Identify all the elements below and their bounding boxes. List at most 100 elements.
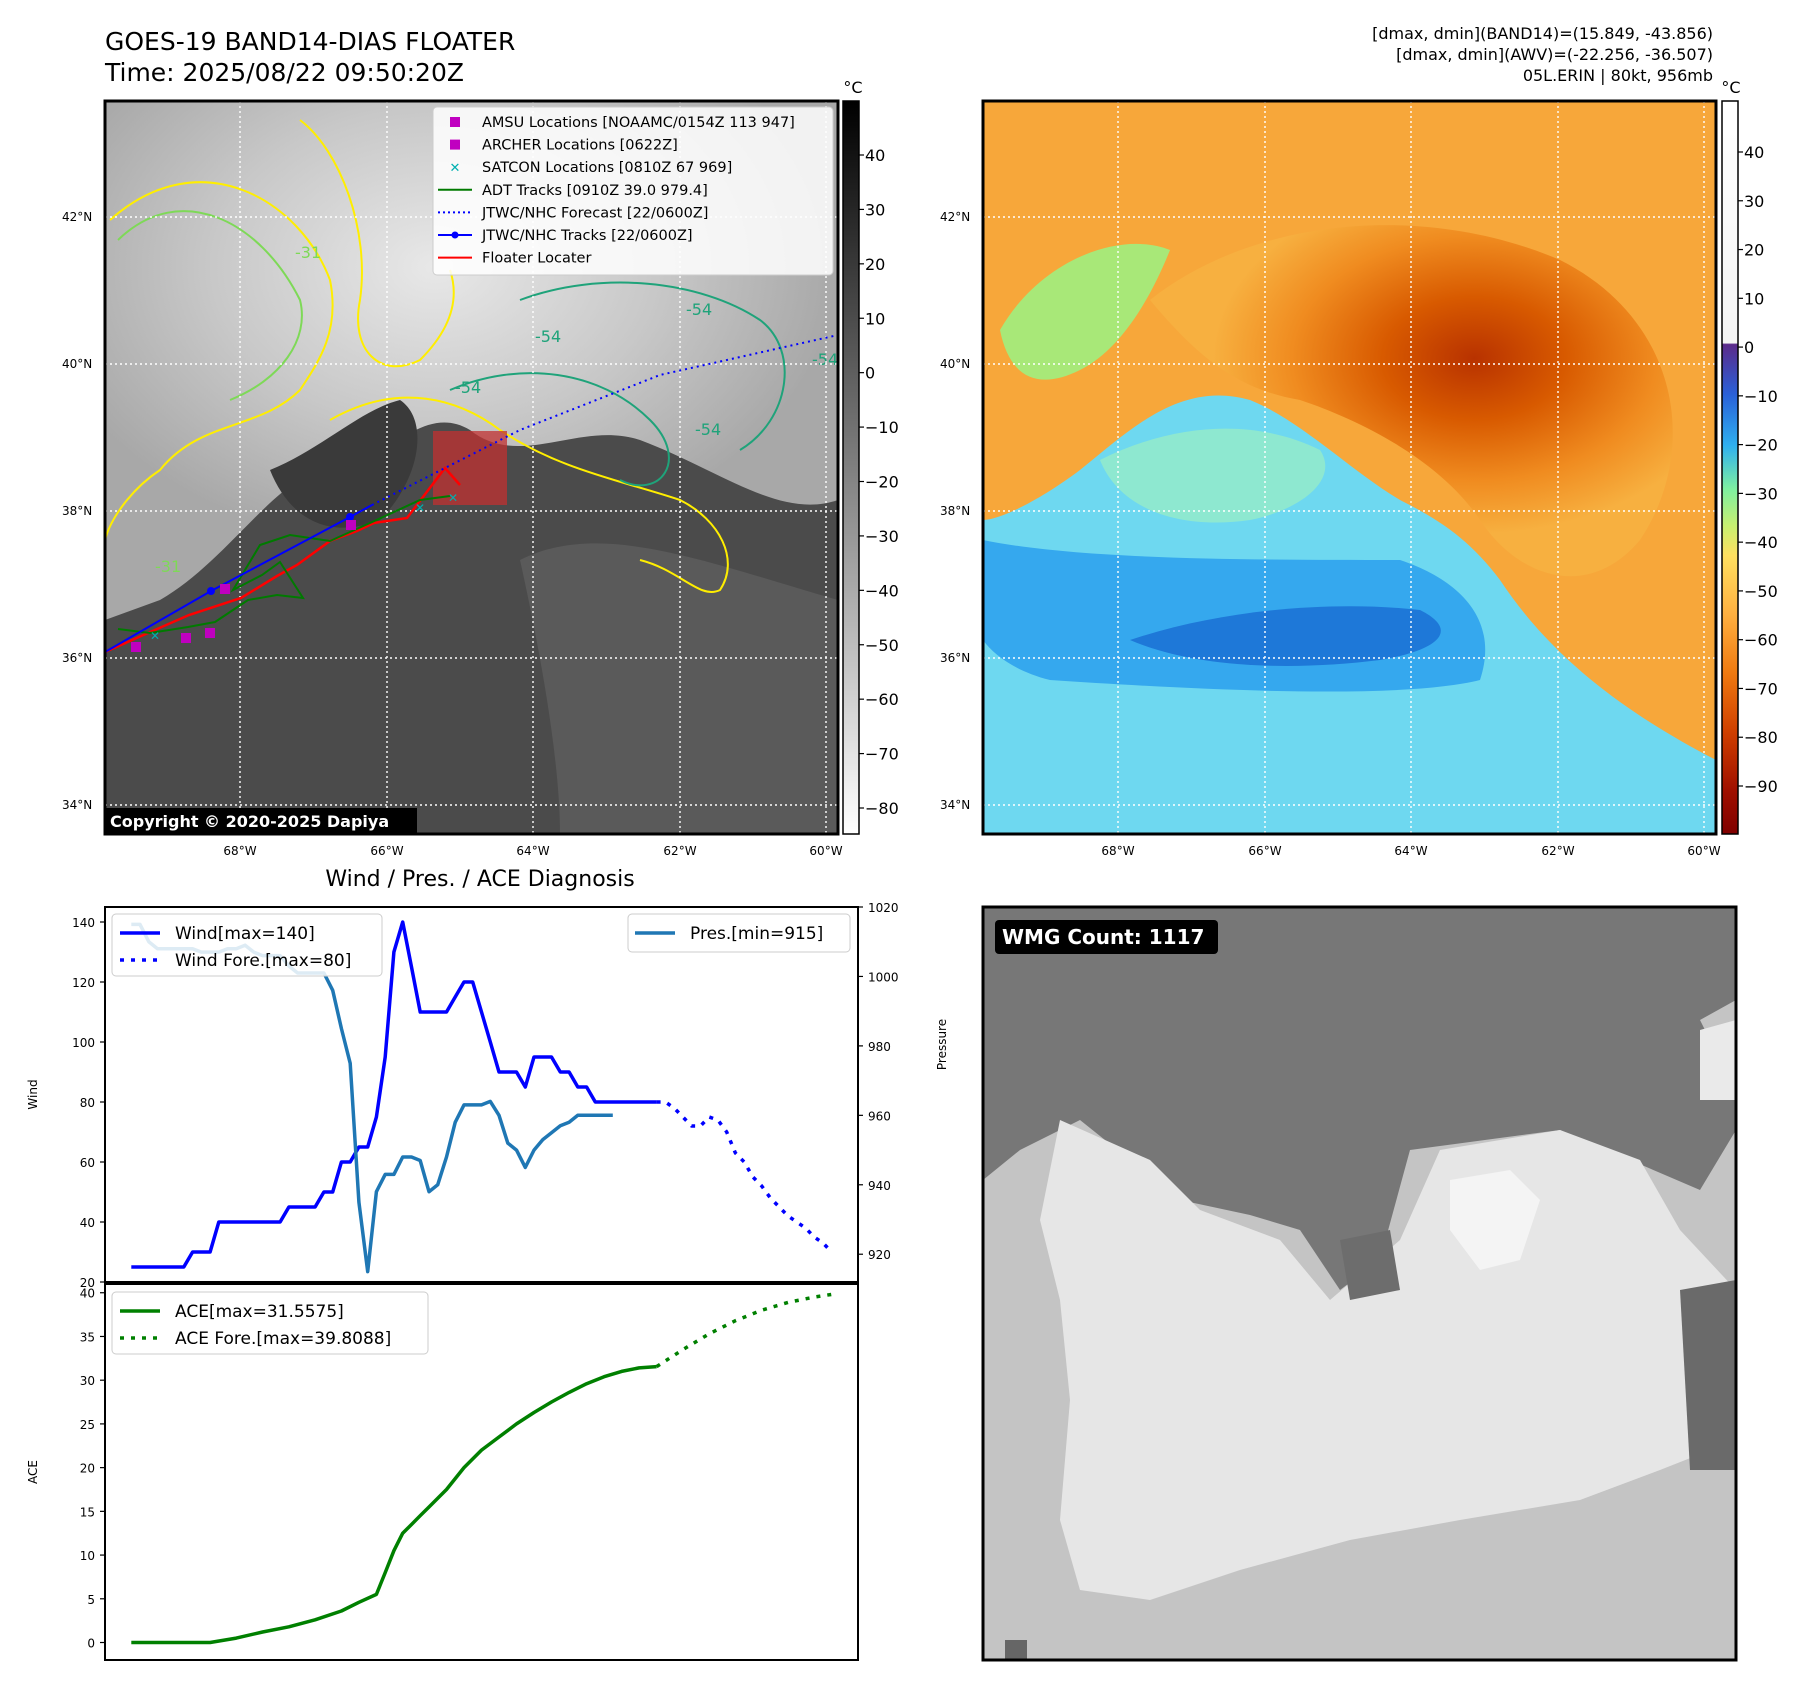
y-tick-label: 100: [72, 1036, 95, 1050]
legend-label: Floater Locater: [482, 251, 591, 267]
series-point: [131, 1267, 132, 1268]
series-point: [315, 1619, 316, 1620]
colorbar-tick-label: −30: [1744, 484, 1778, 503]
series-point: [446, 1157, 447, 1158]
pressure-legend-box: [627, 913, 851, 953]
series-point: [464, 1104, 465, 1105]
series-point: [560, 1072, 561, 1073]
series-point: [656, 1102, 657, 1103]
series-point: [315, 1207, 316, 1208]
y-tick-label: 15: [80, 1505, 95, 1519]
y2-axis-label: Pressure: [935, 1019, 949, 1070]
colorbar-tick-label: −40: [1744, 533, 1778, 552]
color-colorbar: °C 40 30 20 10 0 −10 −20 −30 −40 −50 −60 −70 −80 −90: [1721, 78, 1778, 835]
series-point: [393, 1550, 394, 1551]
lat-label: 34°N: [940, 798, 970, 812]
amsu-marker: [131, 642, 141, 652]
series-point: [420, 1160, 421, 1161]
stat-storm: 05L.ERIN | 80kt, 956mb: [1523, 66, 1713, 85]
y-tick-label: 120: [72, 976, 95, 990]
figure-time: Time: 2025/08/22 09:50:20Z: [104, 58, 464, 87]
lon-label: 64°W: [516, 844, 549, 858]
series-point: [306, 1207, 307, 1208]
colorbar-tick-label: 40: [865, 146, 885, 165]
series-point: [262, 1632, 263, 1633]
series-line: [655, 1292, 832, 1369]
series-point: [437, 1012, 438, 1013]
contour-label-7: -54: [812, 350, 838, 369]
series-point: [569, 1122, 570, 1123]
lat-label: 38°N: [940, 504, 970, 518]
series-point: [621, 1102, 622, 1103]
lon-label: 62°W: [1541, 844, 1574, 858]
series-point: [499, 1437, 500, 1438]
y-tick-label: 20: [80, 1462, 95, 1476]
series-point: [779, 1207, 780, 1208]
colorbar-tick-label: 10: [1744, 289, 1764, 308]
series-point: [210, 1252, 211, 1253]
series-point: [630, 1102, 631, 1103]
series-point: [534, 1150, 535, 1151]
legend-label: Wind[max=140]: [175, 924, 315, 944]
series-point: [420, 1012, 421, 1013]
legend-entry: JTWC/NHC Tracks [22/0600Z]: [438, 228, 693, 244]
y-tick-label: 10: [80, 1549, 95, 1563]
series-point: [516, 1150, 517, 1151]
map-legend: AMSU Locations [NOAAMC/0154Z 113 947] ARC…: [432, 106, 834, 276]
y2-tick-label: 920: [868, 1248, 891, 1262]
series-point: [481, 1012, 482, 1013]
series-point: [665, 1102, 666, 1103]
series-point: [639, 1367, 640, 1368]
y-tick-label: 30: [80, 1374, 95, 1388]
ir-dry-slot: [270, 400, 418, 528]
gray-colorbar-unit: °C: [843, 78, 862, 97]
stat-band14: [dmax, dmin](BAND14)=(15.849, -43.856): [1372, 24, 1713, 43]
series-point: [639, 1102, 640, 1103]
legend-label: JTWC/NHC Forecast [22/0600Z]: [481, 205, 708, 221]
series-point: [534, 1057, 535, 1058]
series-point: [350, 1063, 351, 1064]
colorbar-tick-label: −60: [865, 690, 899, 709]
legend-label: Wind Fore.[max=80]: [175, 951, 351, 971]
lon-label: 64°W: [1394, 844, 1427, 858]
lat-label: 38°N: [62, 504, 92, 518]
series-point: [358, 1147, 359, 1148]
series-point: [796, 1222, 797, 1223]
series-point: [551, 1057, 552, 1058]
series-point: [499, 1115, 500, 1116]
wmg-bright-cell: [1700, 1020, 1736, 1100]
legend-entry: AMSU Locations [NOAAMC/0154Z 113 947]: [450, 115, 795, 131]
wind-legend: Wind[max=140] Wind Fore.[max=80]: [111, 913, 383, 977]
series-point: [464, 1467, 465, 1468]
series-point: [788, 1216, 789, 1217]
satcon-marker: ✕: [150, 629, 160, 643]
series-point: [341, 1611, 342, 1612]
colorbar-tick-label: −20: [1744, 436, 1778, 455]
legend-marker-dot: [451, 231, 459, 239]
colorbar-tick-label: −90: [1744, 777, 1778, 796]
series-point: [358, 1202, 359, 1203]
ace-chart: 0 5 10 15 20 25 30 35 40 ACE ACE[max=31.5575] ACE F…: [26, 1283, 859, 1661]
color-map-storm-core: [1150, 225, 1673, 577]
contour-label-6: -31: [155, 557, 181, 576]
series-point: [577, 1087, 578, 1088]
y2-tick-label: 1020: [868, 901, 899, 915]
series-point: [805, 1228, 806, 1229]
legend-label: JTWC/NHC Tracks [22/0600Z]: [481, 228, 693, 244]
chart-frame: [104, 906, 859, 1283]
lon-label: 68°W: [1101, 844, 1134, 858]
series-point: [752, 1177, 753, 1178]
wmg-frame: [981, 905, 1738, 1662]
series-point: [507, 1143, 508, 1144]
series-point: [551, 1132, 552, 1133]
contour-label-3: -54: [455, 378, 481, 397]
colorbar-tick-label: −20: [865, 473, 899, 492]
series-point: [674, 1108, 675, 1109]
series-point: [595, 1102, 596, 1103]
jtwc-track-point: [207, 587, 215, 595]
series-point: [735, 1320, 736, 1321]
series-point: [323, 1192, 324, 1193]
series-point: [201, 1252, 202, 1253]
series-point: [367, 1271, 368, 1272]
series-point: [429, 1191, 430, 1192]
